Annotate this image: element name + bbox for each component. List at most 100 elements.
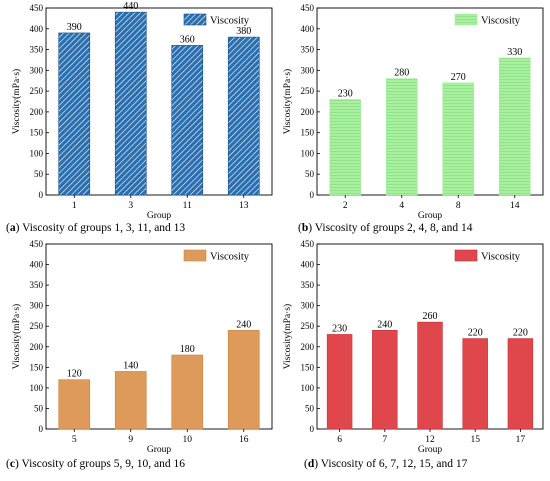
y-tick-label: 450 [301, 3, 315, 13]
y-tick-label: 300 [301, 65, 315, 75]
caption-text-c: Viscosity of groups 5, 9, 10, and 16 [18, 458, 185, 470]
y-tick-label: 200 [30, 342, 44, 352]
x-tick-label: 11 [183, 201, 192, 211]
y-tick-label: 150 [301, 362, 315, 372]
legend-swatch [183, 13, 207, 26]
chart-b: 0 50 100 150 200 250 300 350 400 450 230 2 280 4 270 8 3… [282, 3, 544, 221]
y-tick-label: 0 [310, 424, 315, 434]
y-tick-label: 400 [30, 260, 44, 270]
bar [326, 334, 353, 430]
bar [462, 338, 488, 430]
bar [58, 32, 91, 196]
y-tick-label: 100 [30, 383, 44, 393]
x-tick-label: 7 [382, 435, 387, 445]
caption-letter-c: c [9, 458, 15, 470]
legend-label: Viscosity [481, 16, 521, 27]
bar [329, 99, 362, 196]
y-tick-label: 150 [30, 128, 44, 138]
x-tick-label: 8 [456, 201, 461, 211]
data-label: 230 [338, 88, 353, 99]
bar [171, 354, 204, 430]
x-tick-label: 4 [399, 201, 404, 211]
y-tick-label: 350 [301, 280, 315, 290]
data-label: 240 [377, 319, 392, 330]
y-tick-label: 300 [30, 301, 44, 311]
data-label: 390 [67, 22, 82, 33]
y-tick-label: 350 [301, 45, 315, 55]
y-tick-label: 0 [310, 190, 315, 200]
bar [442, 82, 475, 196]
caption-text-d: Viscosity of 6, 7, 12, 15, and 17 [318, 458, 468, 470]
x-tick-label: 13 [239, 201, 249, 211]
data-label: 380 [236, 26, 251, 37]
y-tick-label: 400 [301, 24, 315, 34]
data-label: 220 [513, 328, 528, 339]
y-tick-label: 250 [30, 321, 44, 331]
legend-swatch [183, 249, 207, 262]
data-label: 270 [451, 72, 466, 83]
x-tick-label: 14 [510, 201, 520, 211]
y-tick-label: 100 [301, 148, 315, 158]
y-tick-label: 250 [30, 86, 44, 96]
x-tick-label: 5 [72, 435, 77, 445]
bar [227, 330, 260, 430]
chart-d: 0 50 100 150 200 250 300 350 400 450 230 6 240 7 260 12… [282, 239, 544, 455]
x-tick-label: 3 [128, 201, 133, 211]
y-tick-label: 100 [301, 383, 315, 393]
y-tick-label: 300 [30, 65, 44, 75]
legend-swatch [454, 13, 478, 26]
y-tick-label: 450 [30, 239, 44, 249]
y-tick-label: 450 [30, 3, 44, 13]
caption-a: (a) Viscosity of groups 1, 3, 11, and 13 [6, 222, 186, 234]
x-tick-label: 17 [516, 435, 526, 445]
caption-letter-d: d [307, 458, 315, 470]
y-tick-label: 50 [305, 403, 315, 413]
legend-swatch [454, 249, 478, 262]
y-tick-label: 150 [30, 362, 44, 372]
y-axis-label: Viscosity(mPa·s) [282, 304, 293, 369]
bar [171, 45, 204, 196]
legend-label: Viscosity [481, 252, 521, 263]
y-tick-label: 200 [30, 107, 44, 117]
x-tick-label: 12 [425, 435, 435, 445]
bar [498, 57, 531, 196]
x-tick-label: 15 [470, 435, 480, 445]
y-tick-label: 50 [34, 169, 44, 179]
y-tick-label: 250 [301, 86, 315, 96]
x-axis-label: Group [418, 211, 443, 221]
bar [385, 78, 418, 196]
x-axis-label: Group [147, 211, 172, 221]
caption-b: (b) Viscosity of groups 2, 4, 8, and 14 [298, 222, 473, 234]
chart-c: 0 50 100 150 200 250 300 350 400 450 120 5 140 9 180 10… [11, 239, 273, 455]
y-tick-label: 0 [39, 424, 44, 434]
y-tick-label: 0 [39, 190, 44, 200]
y-tick-label: 100 [30, 148, 44, 158]
y-tick-label: 400 [30, 24, 44, 34]
bar [507, 338, 534, 430]
legend-label: Viscosity [210, 16, 250, 27]
caption-letter-a: a [9, 222, 16, 234]
bar [114, 371, 147, 430]
y-tick-label: 50 [34, 403, 44, 413]
y-tick-label: 350 [30, 280, 44, 290]
data-label: 440 [123, 1, 138, 12]
caption-c: (c) Viscosity of groups 5, 9, 10, and 16 [6, 458, 185, 470]
y-axis-label: Viscosity(mPa·s) [11, 304, 22, 369]
y-tick-label: 200 [301, 342, 315, 352]
bar [58, 379, 91, 430]
data-label: 260 [423, 311, 438, 322]
plot-frame [45, 7, 273, 196]
data-label: 220 [468, 328, 483, 339]
caption-text-b: Viscosity of groups 2, 4, 8, and 14 [312, 222, 473, 234]
data-label: 120 [67, 369, 82, 380]
y-tick-label: 150 [301, 128, 315, 138]
bar [227, 36, 260, 196]
y-axis-label: Viscosity(mPa·s) [282, 69, 293, 134]
x-tick-label: 16 [239, 435, 249, 445]
plot-frame [45, 243, 273, 430]
y-tick-label: 450 [301, 239, 315, 249]
x-tick-label: 1 [72, 201, 77, 211]
y-tick-label: 300 [301, 301, 315, 311]
